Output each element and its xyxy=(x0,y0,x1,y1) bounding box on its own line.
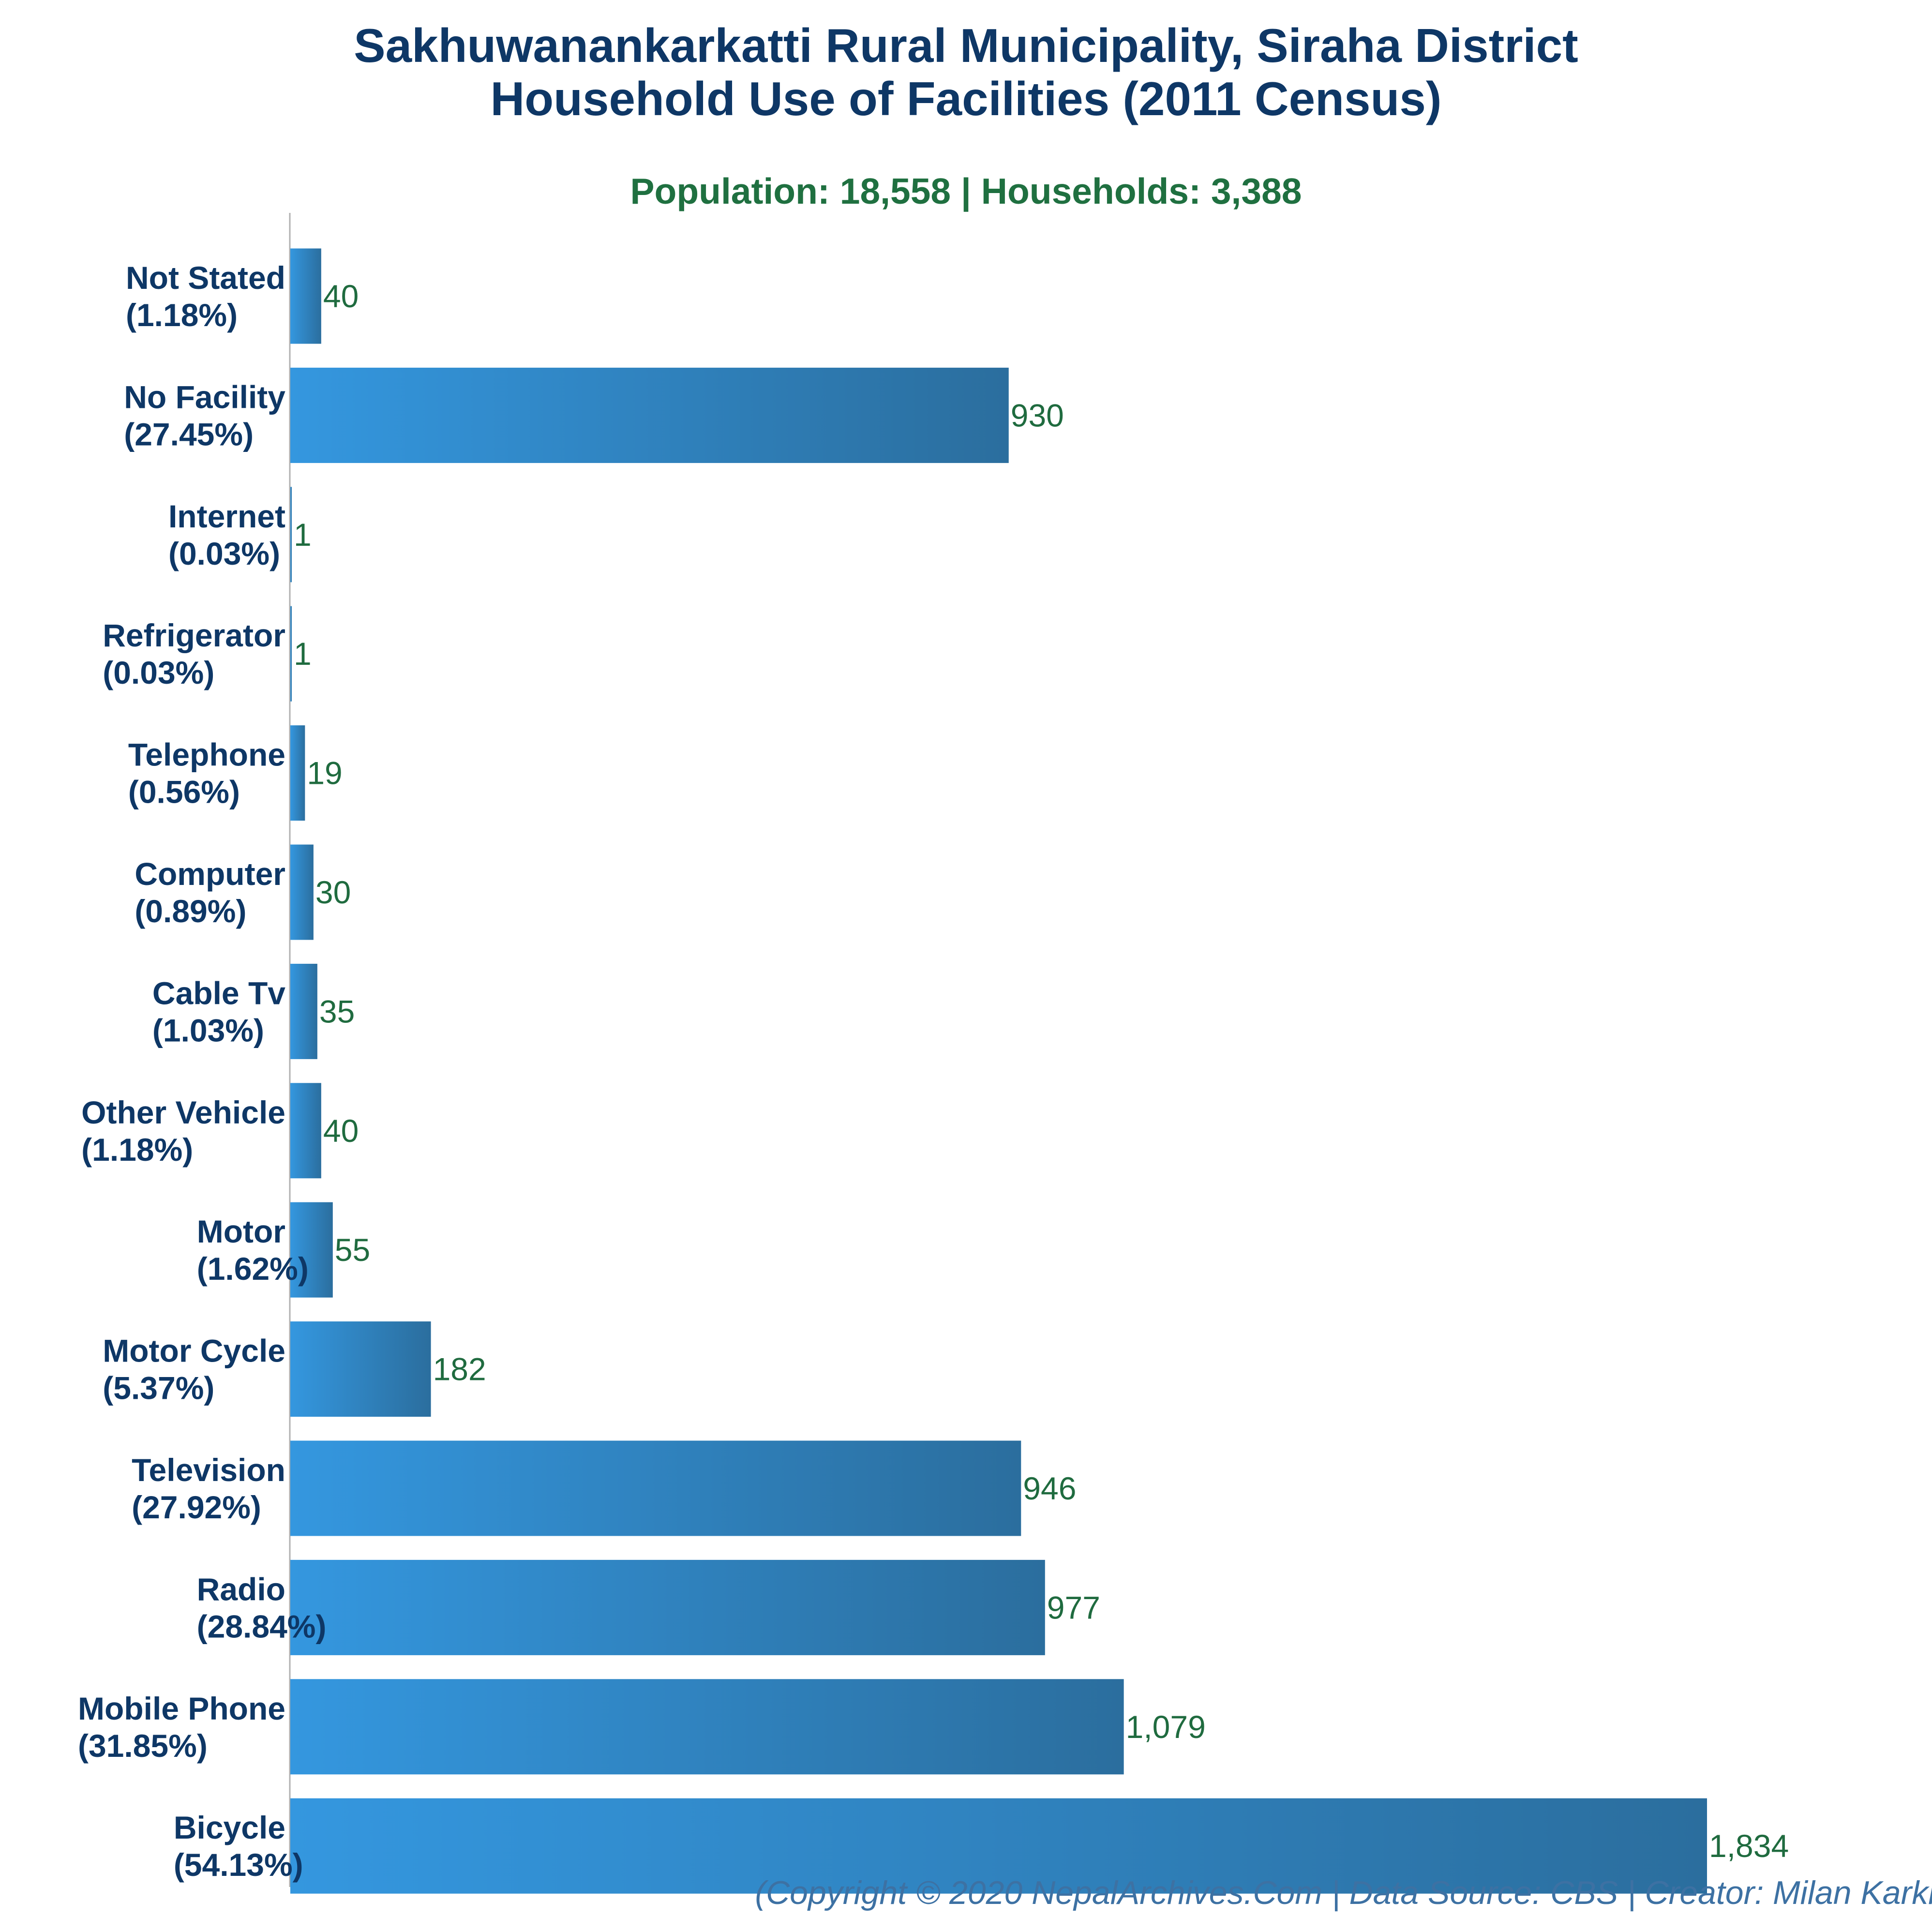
category-label: Other Vehicle xyxy=(81,1094,285,1130)
value-label: 946 xyxy=(1023,1470,1076,1506)
percent-label: (27.45%) xyxy=(124,416,254,452)
percent-label: (1.62%) xyxy=(197,1251,309,1287)
percent-label: (1.03%) xyxy=(152,1012,264,1048)
percent-label: (0.56%) xyxy=(128,774,240,810)
value-label: 1 xyxy=(294,636,312,672)
bar-not-stated xyxy=(290,248,321,344)
value-label: 19 xyxy=(307,755,342,791)
category-label: Computer xyxy=(135,856,285,892)
percent-label: (0.03%) xyxy=(168,536,280,571)
bar-radio xyxy=(290,1559,1045,1655)
category-label: Cable Tv xyxy=(152,975,285,1011)
bar-mobile-phone xyxy=(290,1679,1124,1775)
value-label: 930 xyxy=(1011,397,1064,433)
bar-bicycle xyxy=(290,1798,1707,1894)
percent-label: (28.84%) xyxy=(197,1608,327,1644)
category-label: Refrigerator xyxy=(103,617,285,653)
value-label: 35 xyxy=(319,993,355,1029)
category-label: Mobile Phone xyxy=(78,1691,285,1726)
percent-label: (31.85%) xyxy=(78,1728,208,1764)
value-label: 1,834 xyxy=(1709,1828,1789,1864)
bar-motor xyxy=(290,1202,333,1298)
bar-cable-tv xyxy=(290,963,317,1059)
chart-title-line-1: Sakhuwanankarkatti Rural Municipality, S… xyxy=(354,19,1578,72)
value-label: 40 xyxy=(323,1113,359,1149)
value-label: 30 xyxy=(315,874,351,910)
percent-label: (27.92%) xyxy=(132,1489,261,1525)
value-label: 1 xyxy=(294,517,312,553)
category-label: Motor xyxy=(197,1213,285,1249)
chart-title-line-2: Household Use of Facilities (2011 Census… xyxy=(490,72,1442,125)
bar-other-vehicle xyxy=(290,1083,321,1179)
percent-label: (0.03%) xyxy=(103,655,214,690)
percent-label: (1.18%) xyxy=(126,297,238,333)
percent-label: (1.18%) xyxy=(81,1132,193,1168)
bar-television xyxy=(290,1440,1021,1536)
category-label: Telephone xyxy=(128,737,285,773)
bar-computer xyxy=(290,844,314,940)
value-label: 1,079 xyxy=(1126,1709,1206,1745)
value-label: 182 xyxy=(433,1351,486,1387)
bar-refrigerator xyxy=(290,606,292,702)
category-label: Not Stated xyxy=(126,260,285,296)
chart-subtitle: Population: 18,558 | Households: 3,388 xyxy=(630,171,1302,211)
percent-label: (0.89%) xyxy=(135,893,246,929)
value-label: 977 xyxy=(1047,1589,1100,1625)
category-label: Television xyxy=(132,1452,285,1488)
percent-label: (5.37%) xyxy=(103,1370,214,1406)
category-label: Motor Cycle xyxy=(103,1333,285,1369)
copyright-footer: (Copyright © 2020 NepalArchives.Com | Da… xyxy=(755,1874,1932,1911)
category-label: Internet xyxy=(168,498,285,534)
value-label: 40 xyxy=(323,278,359,314)
percent-label: (54.13%) xyxy=(174,1847,303,1883)
bar-internet xyxy=(290,487,292,583)
value-label: 55 xyxy=(335,1232,370,1268)
bar-motor-cycle xyxy=(290,1321,431,1417)
category-label: No Facility xyxy=(124,379,285,415)
bar-telephone xyxy=(290,725,305,821)
category-label: Bicycle xyxy=(174,1810,285,1845)
category-label: Radio xyxy=(197,1571,285,1607)
bar-no-facility xyxy=(290,367,1009,463)
